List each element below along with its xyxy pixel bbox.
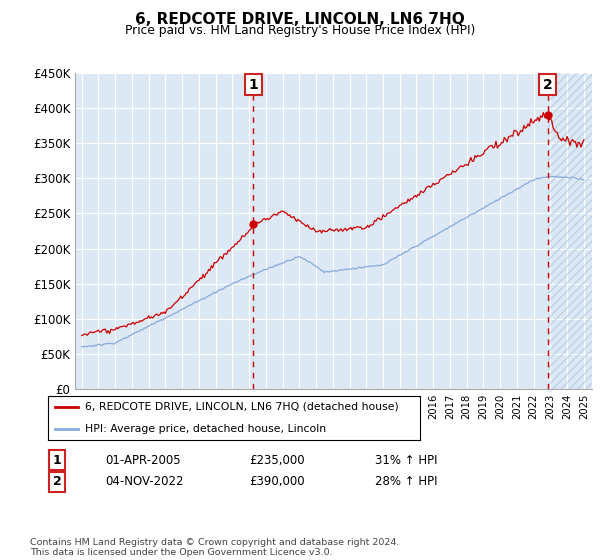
- Text: 28% ↑ HPI: 28% ↑ HPI: [375, 475, 437, 488]
- Text: 1: 1: [248, 77, 258, 91]
- Text: 04-NOV-2022: 04-NOV-2022: [105, 475, 184, 488]
- Text: Contains HM Land Registry data © Crown copyright and database right 2024.
This d: Contains HM Land Registry data © Crown c…: [30, 538, 400, 557]
- Text: 6, REDCOTE DRIVE, LINCOLN, LN6 7HQ (detached house): 6, REDCOTE DRIVE, LINCOLN, LN6 7HQ (deta…: [85, 402, 399, 412]
- Text: HPI: Average price, detached house, Lincoln: HPI: Average price, detached house, Linc…: [85, 424, 326, 433]
- Text: £235,000: £235,000: [249, 454, 305, 467]
- Text: 1: 1: [53, 454, 61, 467]
- Text: 2: 2: [543, 77, 553, 91]
- Text: 6, REDCOTE DRIVE, LINCOLN, LN6 7HQ: 6, REDCOTE DRIVE, LINCOLN, LN6 7HQ: [135, 12, 465, 27]
- Text: Price paid vs. HM Land Registry's House Price Index (HPI): Price paid vs. HM Land Registry's House …: [125, 24, 475, 36]
- Text: £390,000: £390,000: [249, 475, 305, 488]
- Text: 01-APR-2005: 01-APR-2005: [105, 454, 181, 467]
- Text: 2: 2: [53, 475, 61, 488]
- Text: 31% ↑ HPI: 31% ↑ HPI: [375, 454, 437, 467]
